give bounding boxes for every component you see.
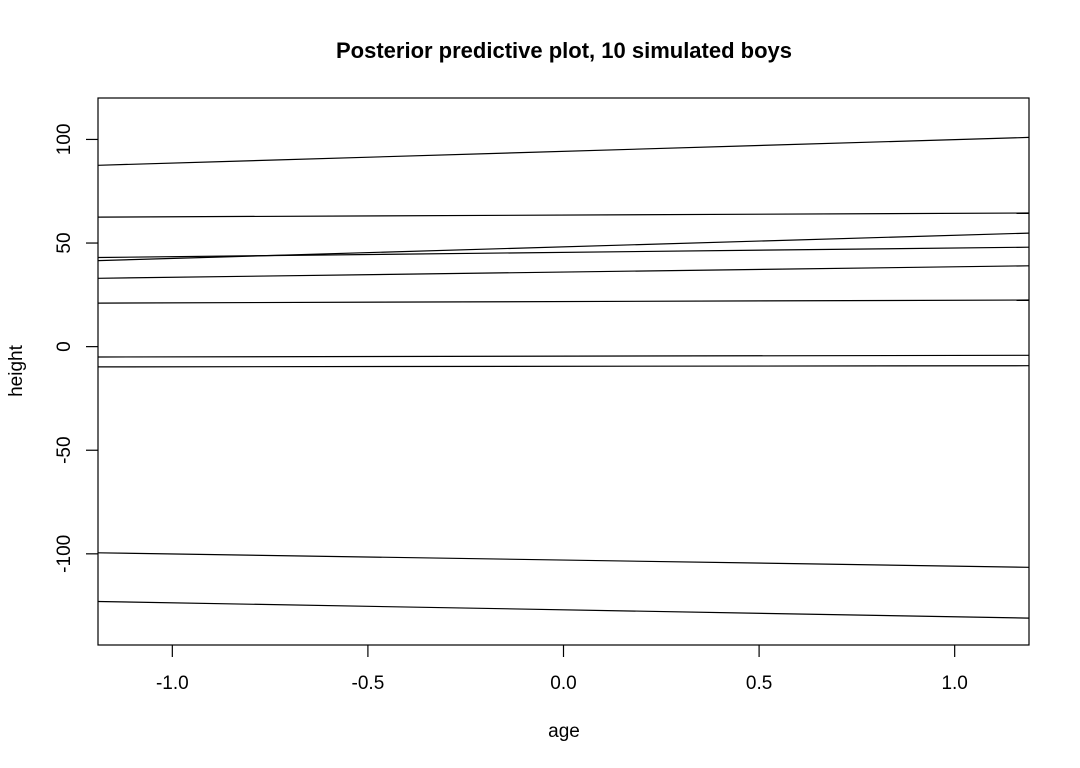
x-axis-title: age bbox=[548, 721, 580, 742]
y-axis: -100 -50 0 50 100 bbox=[54, 124, 98, 573]
x-tick-label: 0.0 bbox=[550, 673, 576, 694]
series-line-2 bbox=[97, 212, 1030, 218]
y-tick-label: 100 bbox=[54, 124, 75, 156]
series-line-8 bbox=[97, 365, 1030, 368]
series-line-6 bbox=[97, 299, 1030, 304]
series-line-1 bbox=[97, 136, 1030, 166]
x-tick-label: -1.0 bbox=[156, 673, 189, 694]
series-line-9 bbox=[97, 552, 1030, 568]
y-tick-label: 0 bbox=[54, 341, 75, 352]
series-lines bbox=[97, 136, 1030, 619]
series-line-4 bbox=[97, 246, 1030, 259]
chart-title: Posterior predictive plot, 10 simulated … bbox=[336, 38, 792, 63]
y-tick-label: -50 bbox=[54, 436, 75, 463]
y-tick-label: -100 bbox=[54, 535, 75, 573]
y-axis-title: height bbox=[6, 344, 27, 396]
x-axis: -1.0 -0.5 0.0 0.5 1.0 bbox=[156, 645, 968, 694]
y-tick-label: 50 bbox=[54, 232, 75, 253]
plot-frame bbox=[97, 97, 1030, 646]
series-line-10 bbox=[97, 600, 1030, 619]
series-line-7 bbox=[97, 354, 1030, 358]
series-line-5 bbox=[97, 265, 1030, 279]
x-tick-label: 1.0 bbox=[941, 673, 967, 694]
x-tick-label: 0.5 bbox=[746, 673, 772, 694]
x-tick-label: -0.5 bbox=[352, 673, 385, 694]
